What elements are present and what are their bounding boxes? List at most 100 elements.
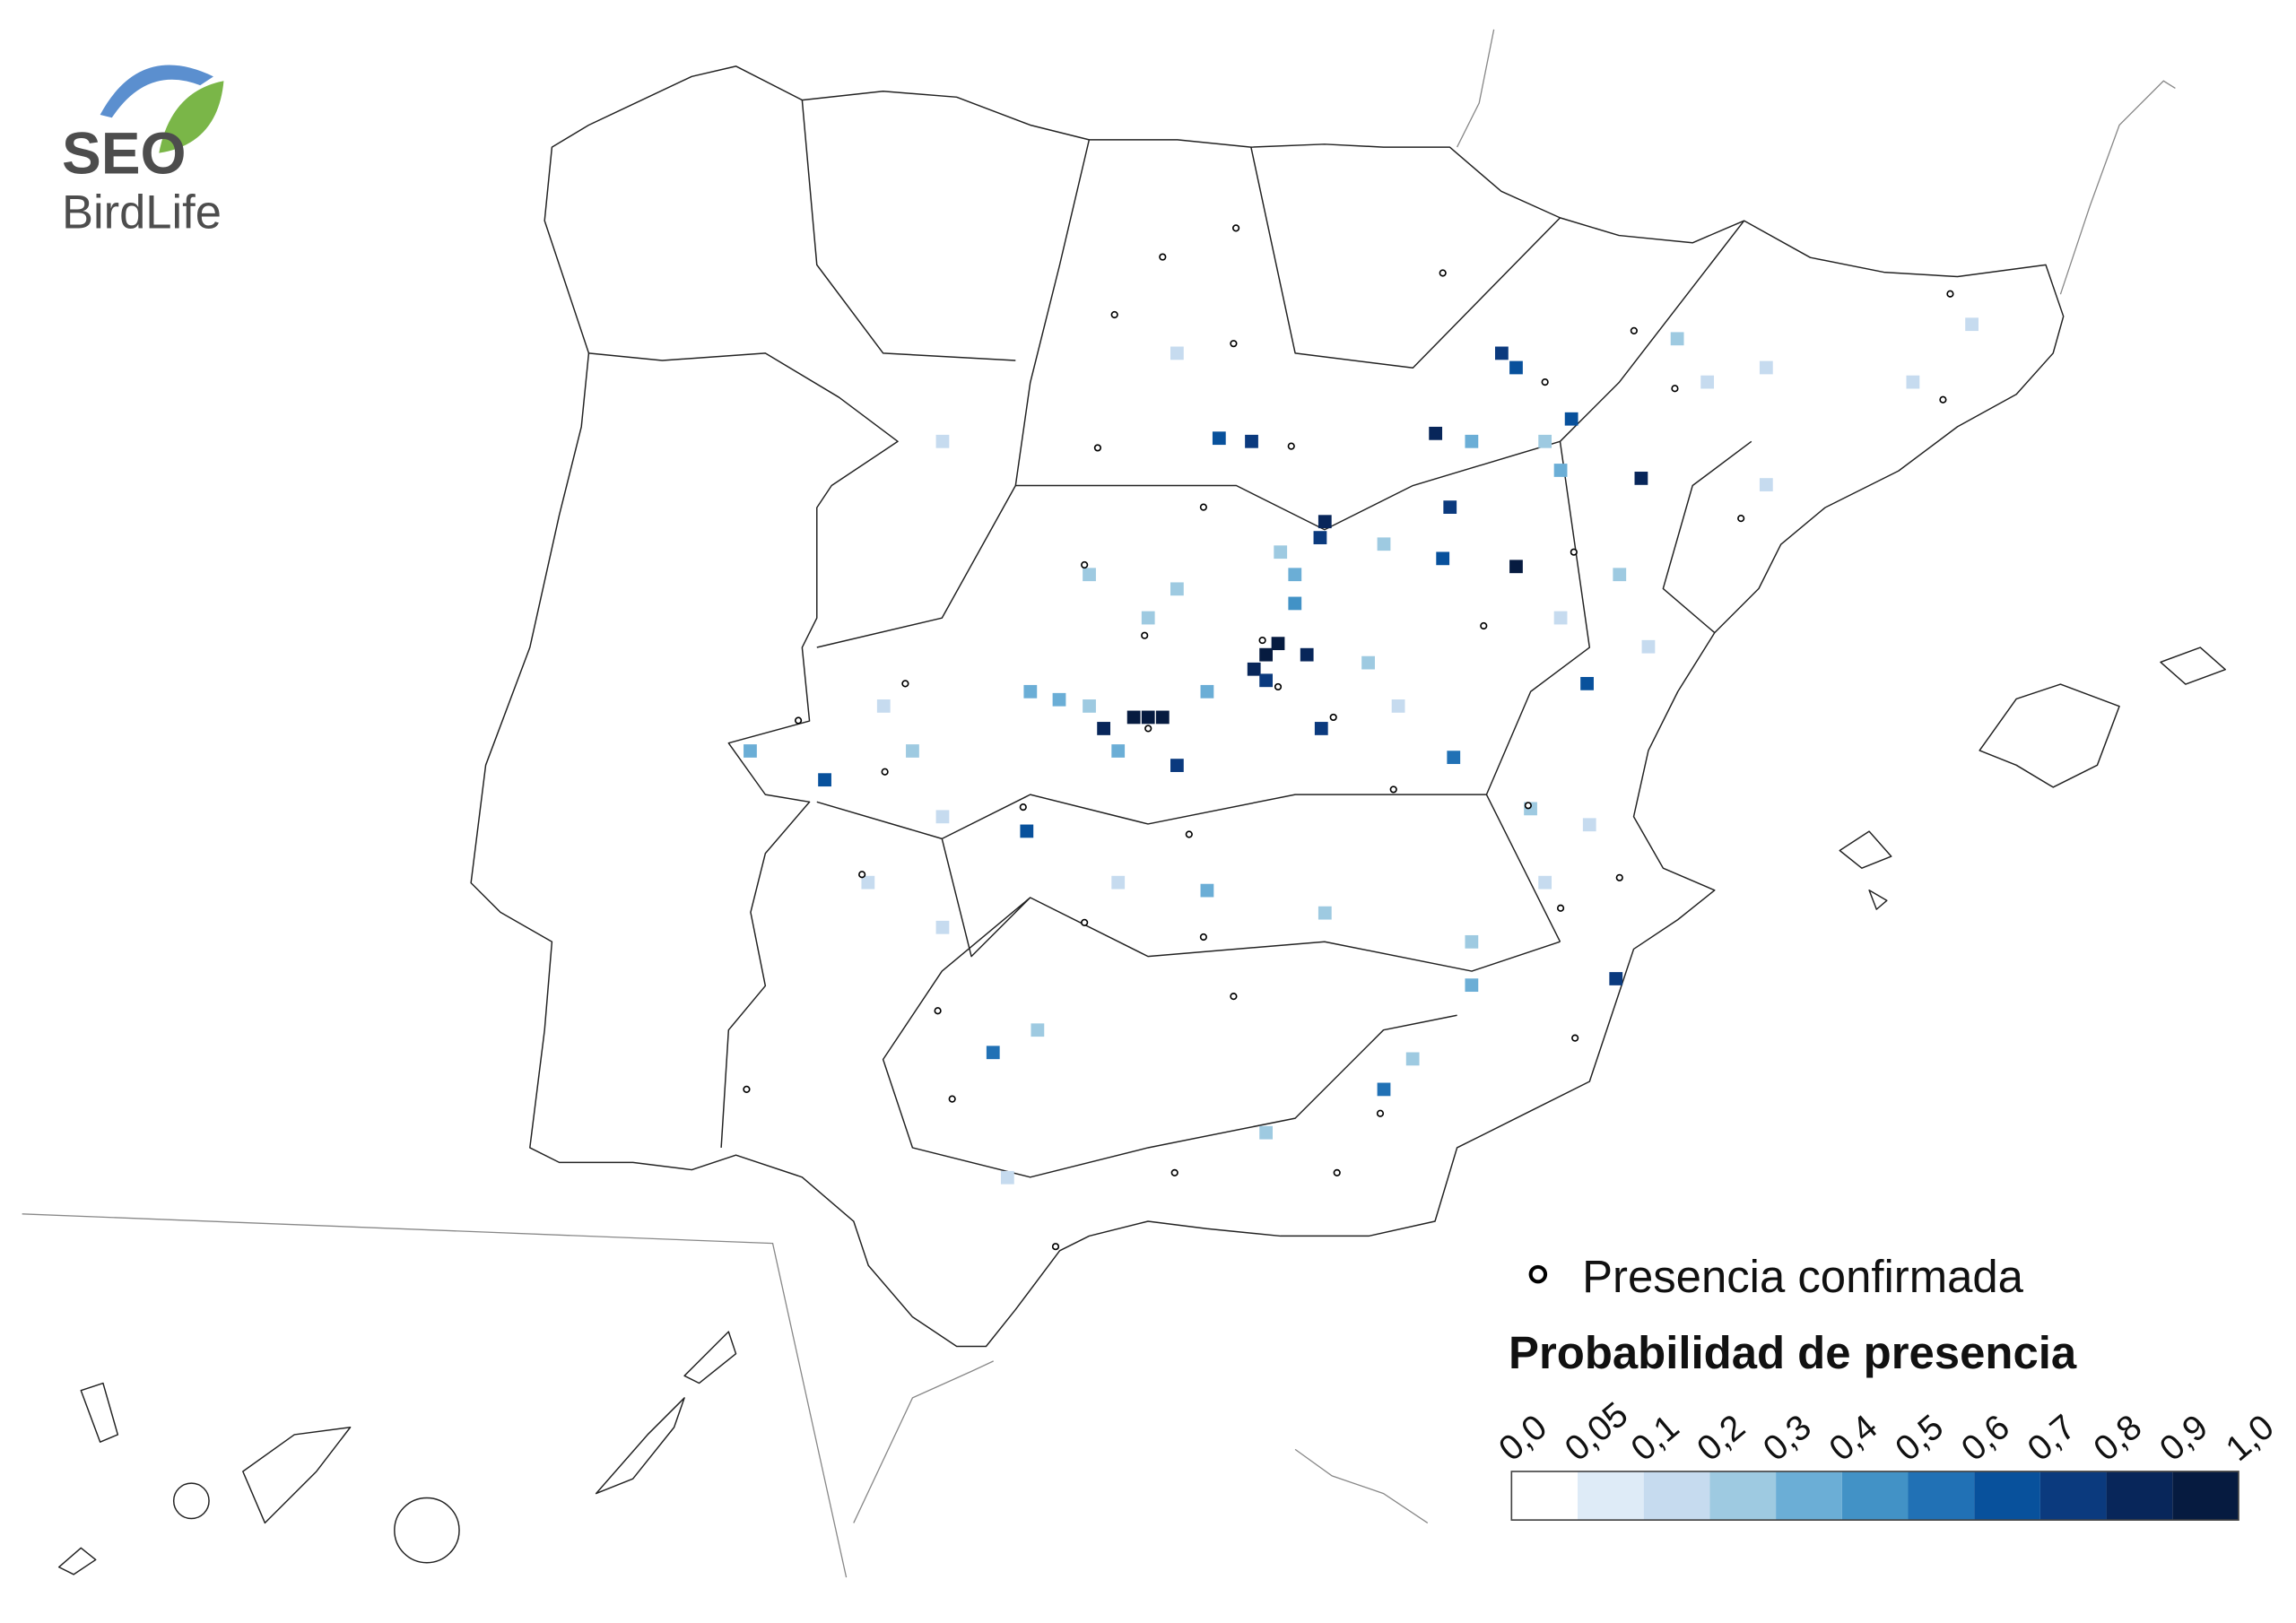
legend-tick-label: 0,1 [1623,1407,1686,1469]
legend-swatch [1709,1471,1777,1521]
confirmed-point [743,1085,751,1094]
cell [1318,515,1332,529]
cell [1965,317,1979,332]
canary-island [394,1497,460,1564]
confirmed-point [1329,713,1337,722]
confirmed-point [1571,1034,1579,1042]
legend-swatch [2106,1471,2173,1521]
cell [1759,360,1773,375]
confirmed-point [1615,873,1623,881]
cell [1377,1082,1391,1097]
cell [1200,684,1214,699]
cell [986,1046,1000,1060]
cell [1465,934,1479,949]
cell [935,810,950,824]
cell [1300,647,1314,662]
legend-tick-label: 0,9 [2152,1407,2215,1469]
cell [744,744,757,758]
cell [1052,692,1066,707]
cell [1126,710,1141,725]
cell [1436,551,1450,566]
cell [1259,673,1273,688]
cell [1609,972,1623,985]
confirmed-point [1110,310,1118,319]
logo-line1: SEO [62,121,187,187]
confirmed-point [1524,802,1532,810]
confirmed-point [1258,636,1266,645]
confirmed-point [1199,933,1207,942]
confirmed-point [1093,444,1102,452]
cell [1538,434,1552,448]
cell [1443,500,1457,514]
cell [1582,818,1596,832]
confirmed-point [1081,560,1089,569]
cell [1634,472,1648,485]
cell [1083,699,1096,713]
cell [1318,906,1332,920]
confirmed-point [1230,993,1238,1001]
logo: SEO BirdLife [62,65,224,239]
confirmed-point [1480,621,1488,630]
legend-swatch [1841,1471,1909,1521]
legend-swatch [1776,1471,1842,1521]
legend-tick-label: 0,0 [1492,1407,1554,1469]
cell [1170,582,1184,596]
basemap [22,29,2226,1578]
cell [1083,568,1096,582]
cell [1288,568,1302,582]
confirmed-point [1630,326,1638,334]
cell [1465,434,1479,448]
legend-frame [1510,1471,2239,1521]
cell [1111,875,1126,890]
confirmed-points [743,224,1954,1251]
peninsula [470,65,2065,1348]
legend-swatch [1511,1471,1578,1521]
cell [1020,824,1034,838]
logo-leaf [159,81,224,153]
cell [1200,883,1214,898]
legend-tick-label: 0,6 [1954,1407,2017,1469]
cell [1447,751,1461,765]
cell [1141,611,1155,625]
balearic-islands [1839,647,2226,910]
confirmed-point [934,1007,942,1015]
cell [1155,710,1170,725]
confirmed-point [1051,1243,1060,1251]
legend-swatch [2172,1471,2239,1521]
canary-frame [22,1213,848,1578]
confirmed-point [1376,1109,1385,1117]
legend-swatch [1974,1471,2040,1521]
confirmed-point [1946,290,1954,298]
cell [1538,875,1552,890]
cell [1670,332,1684,346]
confirmed-point [1333,1168,1341,1177]
logo-arc [100,65,213,118]
legend-tick-label: 0,8 [2086,1407,2149,1469]
cell [1097,722,1110,735]
cell [1553,611,1568,625]
legend-point-symbol [1528,1264,1548,1284]
cell [1405,1052,1420,1066]
confirmed-point [1570,548,1578,556]
confirmed-point [1019,803,1027,812]
confirmed-point [1159,253,1167,261]
confirmed-point [858,871,866,879]
cell [1700,375,1715,389]
cell [1170,759,1184,772]
cell [1000,1170,1014,1185]
legend-swatch [2039,1471,2107,1521]
confirmed-point [1230,340,1238,348]
canary-island [172,1482,210,1520]
confirmed-point [1389,785,1397,794]
confirmed-point [1939,395,1947,404]
legend-swatch [1643,1471,1710,1521]
regions [801,100,1752,1178]
cell [1465,978,1479,993]
confirmed-point [1170,1168,1178,1177]
cell [1391,699,1405,713]
confirmed-point [1144,725,1152,733]
legend-swatch [1908,1471,1975,1521]
cell [906,744,919,758]
cell [876,699,891,713]
